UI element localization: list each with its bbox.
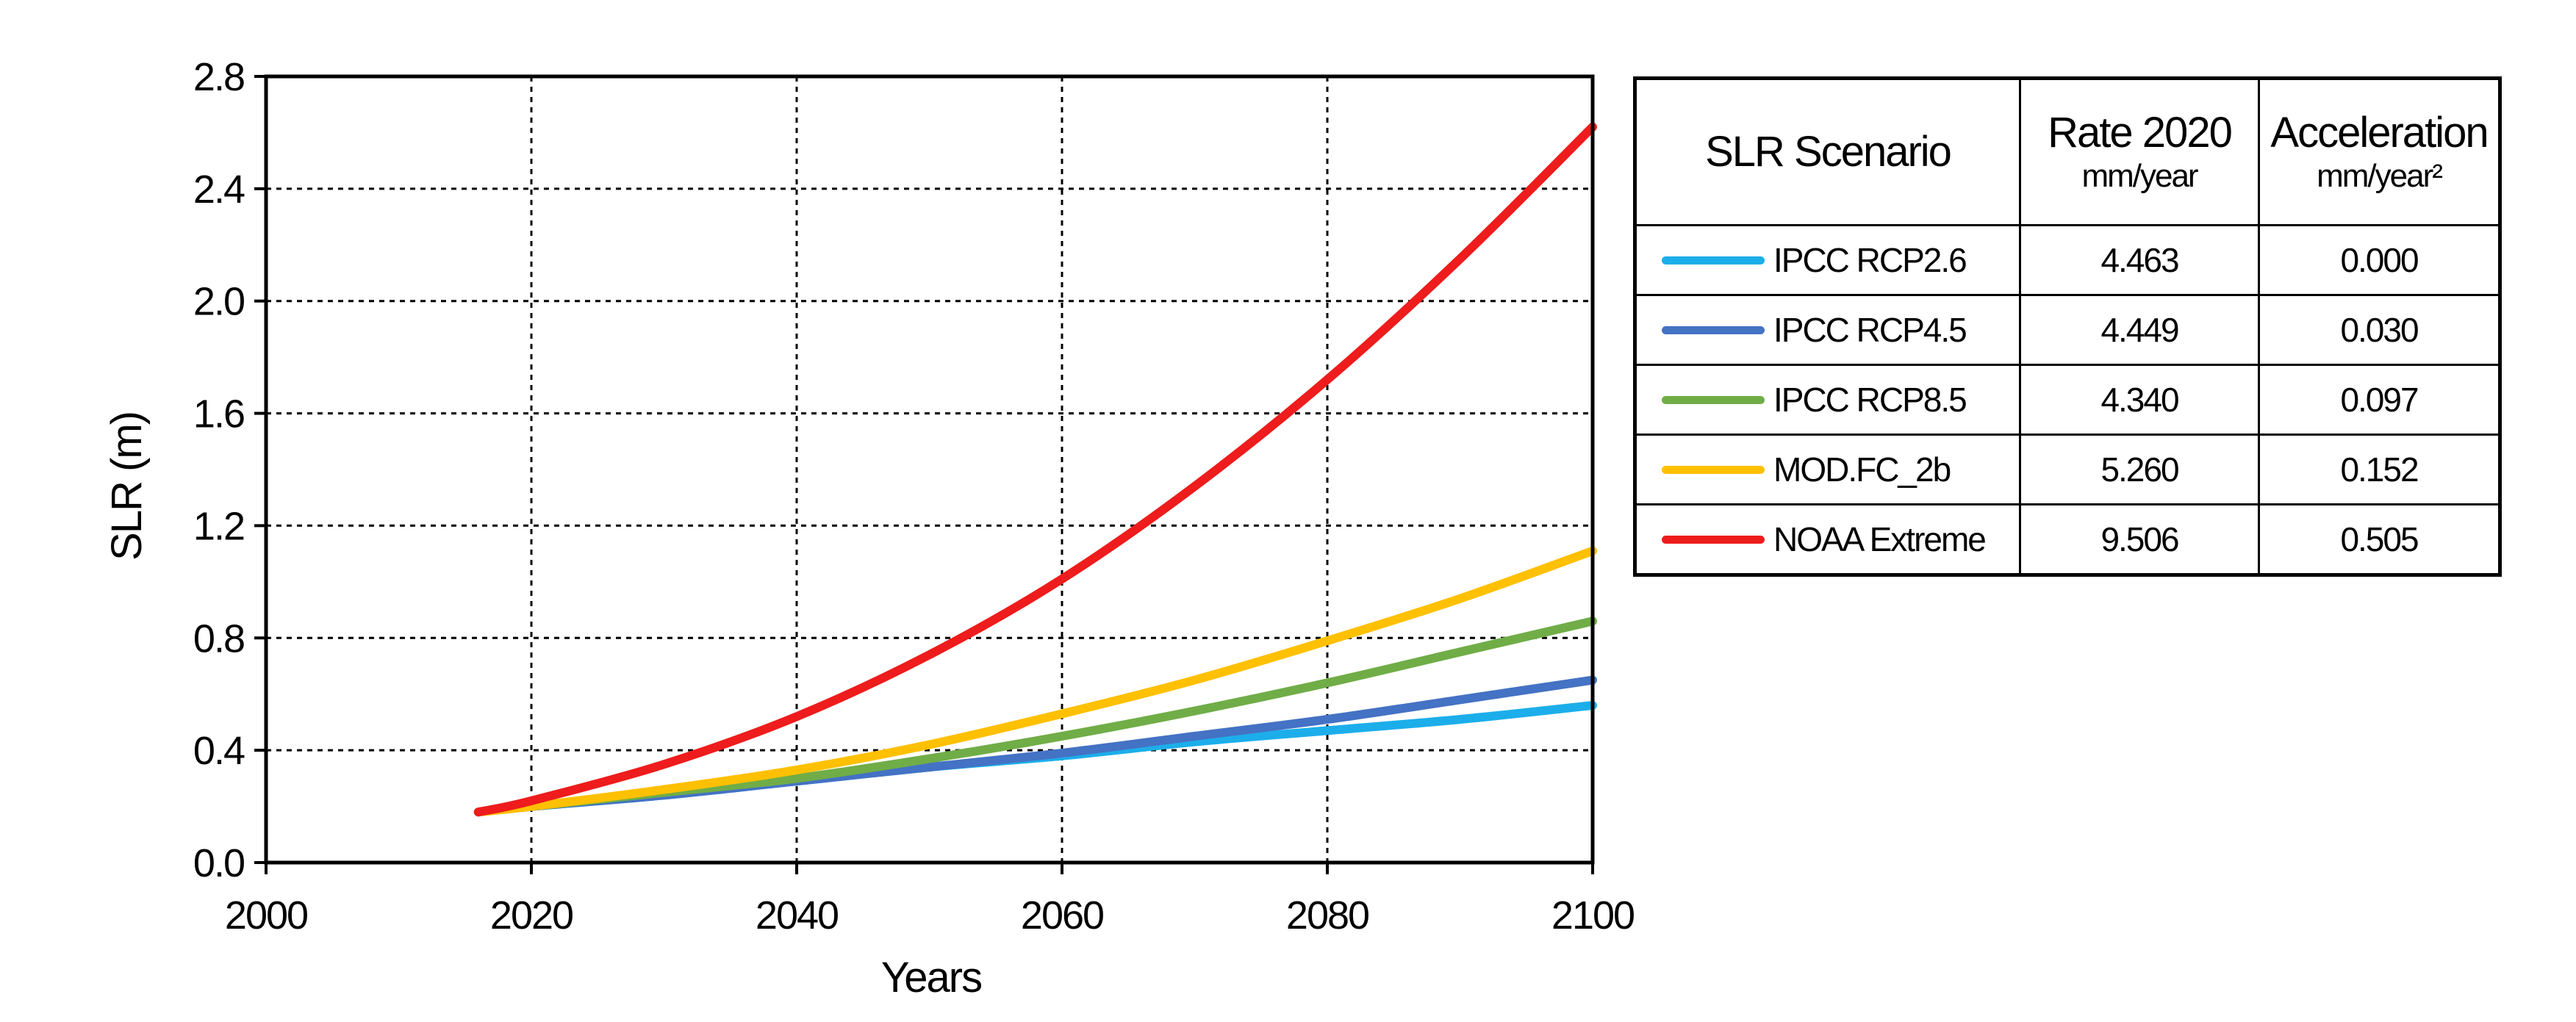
y-tick-label: 0.8 [193,616,244,661]
y-tick-label: 0.4 [193,729,245,773]
rate-cell: 4.340 [2019,364,2260,436]
scenario-cell: IPCC RCP8.5 [1634,364,2021,436]
rate-cell: 5.260 [2019,433,2260,505]
legend-swatch [1662,325,1765,334]
rate-cell: 9.506 [2019,503,2260,576]
x-tick-label: 2100 [1551,893,1634,938]
x-tick-label: 2020 [490,893,573,938]
rate-cell: 4.463 [2019,224,2260,296]
table-row: NOAA Extreme 9.506 0.505 [1634,503,2501,576]
header-acceleration-unit: mm/year² [2317,158,2443,194]
x-tick-label: 2000 [225,893,307,938]
table-row: IPCC RCP4.5 4.449 0.030 [1634,294,2501,366]
table-row: IPCC RCP8.5 4.340 0.097 [1634,364,2501,436]
legend-swatch [1662,256,1765,265]
scenario-name: IPCC RCP2.6 [1773,241,1967,279]
legend-swatch [1662,465,1765,474]
x-axis-title: Years [881,954,981,1001]
header-scenario: SLR Scenario [1634,77,2021,226]
y-tick-label: 2.4 [193,168,245,212]
scenario-name: MOD.FC_2b [1773,450,1951,489]
legend-swatch [1662,395,1765,404]
x-tick-label: 2040 [756,893,838,938]
tick-labels: 2000 2020 2040 2060 2080 2100 0.0 0.4 0.8 1.2 1.6 2… [193,55,1635,938]
scenario-cell: IPCC RCP4.5 [1634,294,2021,366]
acceleration-cell: 0.030 [2258,294,2501,366]
header-rate-label: Rate 2020 [2048,109,2233,156]
y-tick-label: 2.8 [193,55,244,99]
header-acceleration: Acceleration mm/year² [2258,77,2501,226]
table-row: MOD.FC_2b 5.260 0.152 [1634,433,2501,505]
grid-lines [266,76,1593,863]
y-axis-title: SLR (m) [103,412,151,561]
scenario-cell: MOD.FC_2b [1634,433,2021,505]
table-header-row: SLR Scenario Rate 2020 mm/year Accelerat… [1634,77,2501,226]
scenario-cell: IPCC RCP2.6 [1634,224,2021,296]
acceleration-cell: 0.097 [2258,364,2501,436]
y-tick-label: 0.0 [193,841,244,885]
table-row: IPCC RCP2.6 4.463 0.000 [1634,224,2501,296]
scenario-table: SLR Scenario Rate 2020 mm/year Accelerat… [1633,76,2502,577]
axes-frame [254,74,1595,874]
header-acceleration-label: Acceleration [2270,109,2489,156]
series-lines [473,122,1597,817]
rate-cell: 4.449 [2019,294,2260,366]
acceleration-cell: 0.152 [2258,433,2501,505]
scenario-cell: NOAA Extreme [1634,503,2021,576]
series-line-noaa-extreme [473,122,1597,817]
acceleration-cell: 0.505 [2258,503,2501,576]
legend-swatch [1662,535,1765,544]
scenario-name: IPCC RCP4.5 [1773,311,1967,349]
header-rate-unit: mm/year [2081,158,2198,194]
header-rate: Rate 2020 mm/year [2019,77,2260,226]
plot-frame [264,74,1595,865]
x-tick-label: 2080 [1286,893,1368,938]
acceleration-cell: 0.000 [2258,224,2501,296]
series-line-mod-fc-2b [473,546,1597,817]
scenario-name: IPCC RCP8.5 [1773,381,1967,419]
scenario-name: NOAA Extreme [1773,520,1987,558]
y-tick-label: 1.2 [193,504,244,548]
y-tick-label: 1.6 [193,392,244,436]
x-tick-label: 2060 [1021,893,1103,938]
y-tick-label: 2.0 [193,280,244,324]
header-scenario-label: SLR Scenario [1705,128,1952,176]
